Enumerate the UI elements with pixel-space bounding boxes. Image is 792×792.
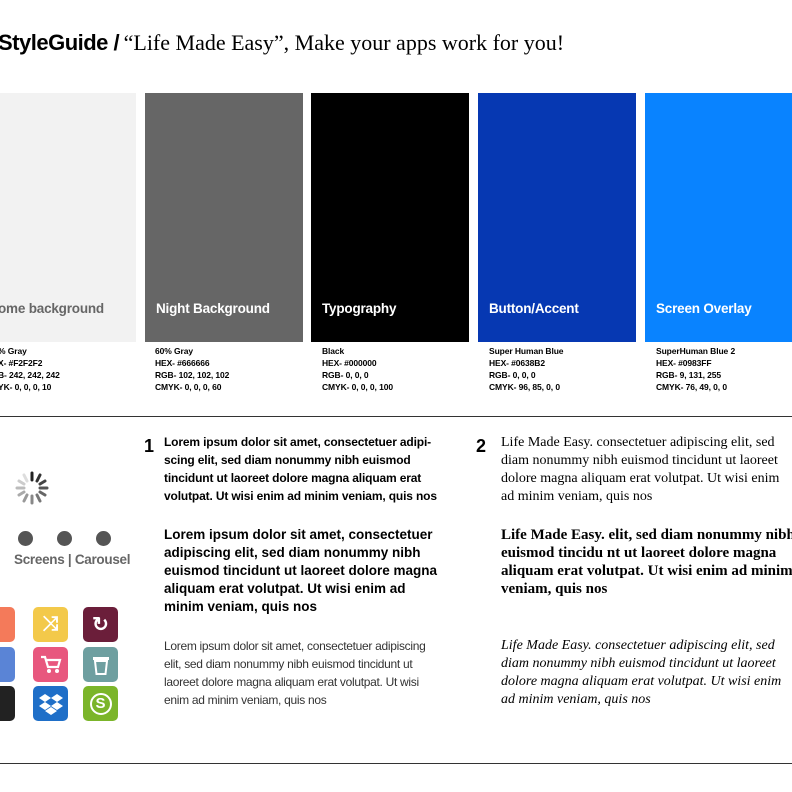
sample-bold-large: Lorem ipsum dolor sit amet, consectetuer… [164, 527, 438, 614]
dropbox-icon[interactable] [33, 686, 68, 721]
sample-light: Lorem ipsum dolor sit amet, consectetuer… [164, 639, 426, 707]
partial-app-icon[interactable] [0, 647, 15, 682]
swatch-name: ome background [0, 301, 104, 316]
swatch-cmyk: CMYK- 76, 49, 0, 0 [656, 382, 727, 392]
carousel-dot[interactable] [57, 531, 72, 546]
swatch-label: Black [322, 346, 345, 356]
section-number-2: 2 [476, 436, 487, 456]
swatch-typography: Typography [311, 93, 469, 342]
swatch-label: % Gray [0, 346, 27, 356]
swatch-name: Night Background [156, 301, 270, 316]
tagline: “Life Made Easy”, Make your apps work fo… [123, 30, 565, 55]
swatch-info-overlay: SuperHuman Blue 2 HEX- #0983FF RGB- 9, 1… [656, 345, 735, 393]
trash-glyph [92, 656, 109, 675]
shuffle-glyph: ⤨ [42, 613, 59, 635]
swatch-screen-overlay: Screen Overlay [645, 93, 792, 342]
refresh-icon[interactable]: ↻ [83, 607, 118, 642]
swatch-rgb: RGB- 102, 102, 102 [155, 370, 230, 380]
cart-glyph [40, 655, 61, 673]
swatch-cmyk: YK- 0, 0, 0, 10 [0, 382, 52, 392]
swatch-info-accent: Super Human Blue HEX- #0638B2 RGB- 0, 0,… [489, 345, 564, 393]
sample-bold-small: Lorem ipsum dolor sit amet, consectetuer… [164, 435, 437, 503]
serif-italic: Life Made Easy. consectetuer adipiscing … [501, 638, 782, 707]
swatch-cmyk: CMYK- 0, 0, 0, 60 [155, 382, 222, 392]
skype-icon[interactable]: S [83, 686, 118, 721]
brand-title: StyleGuide / [0, 30, 120, 55]
serif-regular: Life Made Easy. consectetuer adipiscing … [501, 435, 780, 504]
swatch-hex: HEX- #0983FF [656, 358, 712, 368]
swatch-name: Screen Overlay [656, 301, 752, 316]
divider-top [0, 416, 792, 417]
skype-glyph: S [89, 692, 112, 715]
carousel-label: Screens | Carousel [14, 552, 131, 567]
swatch-hex: X- #F2F2F2 [0, 358, 43, 368]
swatch-label: Super Human Blue [489, 346, 564, 356]
partial-app-icon[interactable] [0, 607, 15, 642]
swatch-hex: HEX- #666666 [155, 358, 210, 368]
page-header: StyleGuide / “Life Made Easy”, Make your… [0, 30, 564, 56]
swatch-rgb: RGB- 9, 131, 255 [656, 370, 722, 380]
swatch-info-home: % Gray X- #F2F2F2 B- 242, 242, 242 YK- 0… [0, 345, 60, 393]
shuffle-icon[interactable]: ⤨ [33, 607, 68, 642]
swatch-label: 60% Gray [155, 346, 193, 356]
swatch-rgb: B- 242, 242, 242 [0, 370, 60, 380]
swatch-info-typography: Black HEX- #000000 RGB- 0, 0, 0 CMYK- 0,… [322, 345, 393, 393]
swatch-hex: HEX- #0638B2 [489, 358, 545, 368]
swatch-rgb: RGB- 0, 0, 0 [322, 370, 369, 380]
serif-bold: Life Made Easy. elit, sed diam nonummy n… [501, 527, 792, 597]
swatch-night-background: Night Background [145, 93, 303, 342]
refresh-glyph: ↻ [92, 614, 109, 636]
swatch-home-background: ome background [0, 93, 136, 342]
carousel-dot[interactable] [96, 531, 111, 546]
swatch-button-accent: Button/Accent [478, 93, 636, 342]
swatch-cmyk: CMYK- 0, 0, 0, 100 [322, 382, 393, 392]
swatch-hex: HEX- #000000 [322, 358, 377, 368]
swatch-label: SuperHuman Blue 2 [656, 346, 736, 356]
dropbox-glyph [38, 693, 63, 715]
carousel-dot[interactable] [18, 531, 33, 546]
swatch-cmyk: CMYK- 96, 85, 0, 0 [489, 382, 560, 392]
swatch-info-night: 60% Gray HEX- #666666 RGB- 102, 102, 102… [155, 345, 229, 393]
swatch-rgb: RGB- 0, 0, 0 [489, 370, 536, 380]
section-number-1: 1 [144, 436, 155, 456]
trash-icon[interactable] [83, 647, 118, 682]
loading-spinner-icon [15, 471, 49, 505]
cart-icon[interactable] [33, 647, 68, 682]
divider-bottom [0, 763, 792, 764]
partial-app-icon[interactable] [0, 686, 15, 721]
swatch-name: Button/Accent [489, 301, 579, 316]
swatch-name: Typography [322, 301, 397, 316]
